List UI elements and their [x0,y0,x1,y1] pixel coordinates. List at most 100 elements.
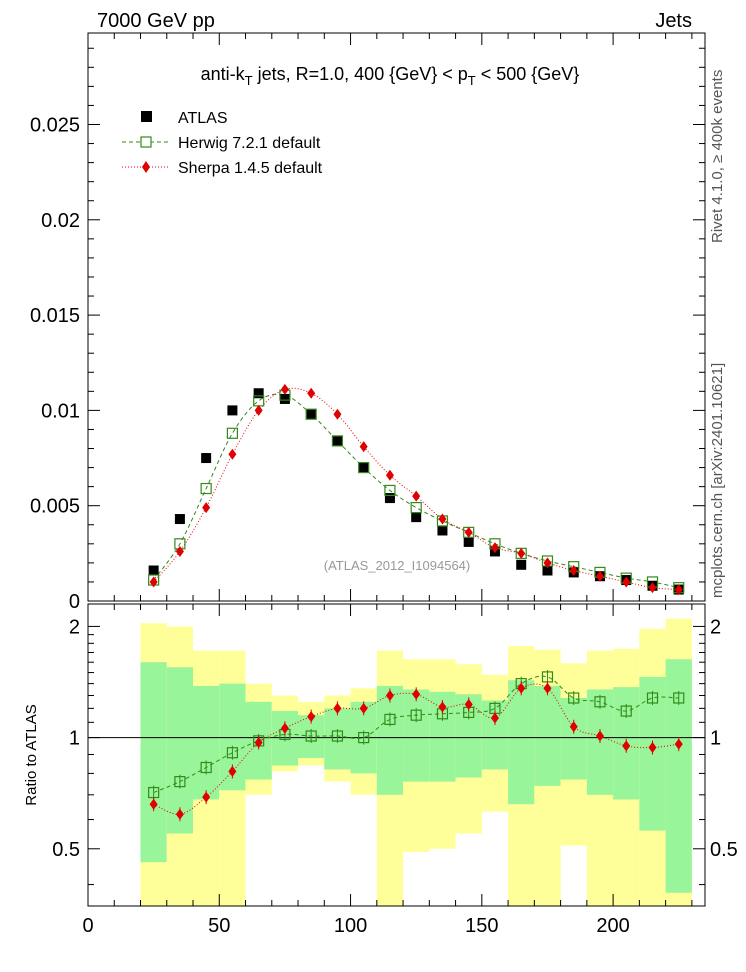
mcplots-label: mcplots.cern.ch [arXiv:2401.10621] [709,363,726,598]
ratio-point-1-14 [517,682,526,694]
ratio-point-0-10 [410,709,422,721]
ratio-point-0-20 [673,692,685,704]
main-point-s2-14 [517,547,526,559]
ratio-point-1-12 [464,698,473,710]
ratio-point-0-1 [174,776,186,788]
main-point-s0-0 [148,565,159,576]
main-point-s0-12 [463,536,474,547]
main-point-s2-0 [149,576,158,588]
header-right: Jets [655,10,692,32]
x-tick-label-0: 0 [82,915,93,937]
inner-band-10 [403,689,430,782]
main-point-s1-6 [305,408,317,420]
y-ratio-tick-label-right-2: 2 [710,616,721,638]
main-point-s2-10 [412,490,421,502]
ratio-point-1-6 [307,711,316,723]
main-point-s2-20 [674,584,683,596]
main-point-s2-18 [622,576,631,588]
y-ratio-tick-label-right-0: 0.5 [710,839,738,861]
ratio-point-1-17 [595,730,604,742]
ratio-point-0-3 [226,747,239,759]
main-panel-frame [87,32,706,602]
main-point-s2-11 [438,513,447,525]
chart-title: anti-kT jets, R=1.0, 400 {GeV} < pT < 50… [201,64,580,88]
inner-band-16 [560,698,587,780]
main-point-s0-1 [174,514,185,525]
ratio-point-1-16 [569,721,578,733]
main-point-s2-1 [175,545,184,557]
main-line-1 [153,393,679,589]
main-point-s1-10 [410,502,422,514]
main-point-s2-2 [202,502,211,514]
ratio-point-1-4 [254,736,263,748]
ratio-line-1 [153,683,679,815]
y-main-tick-label-5: 0.025 [30,114,80,136]
y-ratio-tick-label-left-1: 1 [69,728,80,750]
legend: ATLAS Herwig 7.2.1 default Sherpa 1.4.5 … [122,110,323,177]
ratio-panel-content [88,669,705,822]
main-point-s0-4 [253,388,264,399]
ratio-point-1-8 [359,702,368,714]
legend-atlas-marker [141,111,152,122]
legend-herwig-label: Herwig 7.2.1 default [178,135,321,152]
inner-band-1 [166,667,194,834]
ratio-point-0-2 [200,761,212,774]
main-point-s0-9 [384,493,395,504]
rivet-label: Rivet 4.1.0, ≥ 400k events [709,70,726,243]
ratio-point-1-7 [333,702,342,714]
legend-sherpa-marker [142,161,150,173]
ratio-point-1-10 [412,688,421,700]
ratio-point-1-1 [175,808,184,820]
main-point-s1-9 [384,484,396,497]
ratio-point-1-0 [149,798,158,810]
main-point-s2-6 [307,387,316,399]
main-point-s2-9 [385,469,394,481]
ratio-point-0-16 [568,692,580,704]
main-point-s2-4 [254,404,263,416]
main-point-s2-13 [490,542,499,554]
ratio-point-1-9 [385,690,394,702]
ratio-point-0-9 [384,713,396,726]
main-point-s0-5 [279,393,290,404]
ratio-point-1-18 [622,740,631,752]
main-point-s2-3 [228,448,237,460]
ratio-point-0-7 [331,730,344,742]
inner-band-15 [534,685,561,786]
main-point-s0-8 [358,462,369,473]
ratio-point-1-2 [202,791,211,803]
inner-band-0 [140,662,167,863]
ratio-point-0-6 [305,730,317,742]
main-point-s0-7 [332,435,343,446]
main-point-s2-19 [648,582,657,594]
y-main-tick-label-1: 0.005 [30,496,80,518]
main-point-s1-8 [358,461,370,474]
y-ratio-tick-label-left-0: 0.5 [52,839,80,861]
x-tick-label-4: 200 [596,915,629,937]
ratio-point-1-19 [648,742,657,754]
y-ratio-tick-label-left-2: 2 [69,616,80,638]
ratio-point-1-11 [438,701,447,713]
main-point-s0-6 [306,409,317,420]
ratio-point-1-5 [280,722,289,734]
inner-band-9 [376,685,404,795]
main-point-s0-2 [201,453,212,464]
main-point-s0-14 [516,559,527,570]
y-main-tick-label-2: 0.01 [41,400,80,422]
ratio-point-1-13 [490,712,499,724]
ratio-point-0-8 [358,732,370,744]
y-main-tick-label-3: 0.015 [30,305,80,327]
main-point-s2-5 [280,383,289,395]
ratio-uncertainty-bands [140,618,692,906]
main-point-s1-7 [331,435,344,447]
x-tick-label-2: 100 [334,915,367,937]
ratio-point-0-19 [646,692,659,704]
ratio-point-1-3 [228,765,237,777]
y-main-tick-label-0: 0 [69,591,80,613]
main-point-s2-16 [569,565,578,577]
main-point-s1-3 [226,427,239,439]
main-point-s2-7 [333,408,342,420]
inner-band-2 [193,685,220,800]
main-point-s2-12 [464,526,473,538]
main-point-s2-8 [359,441,368,453]
